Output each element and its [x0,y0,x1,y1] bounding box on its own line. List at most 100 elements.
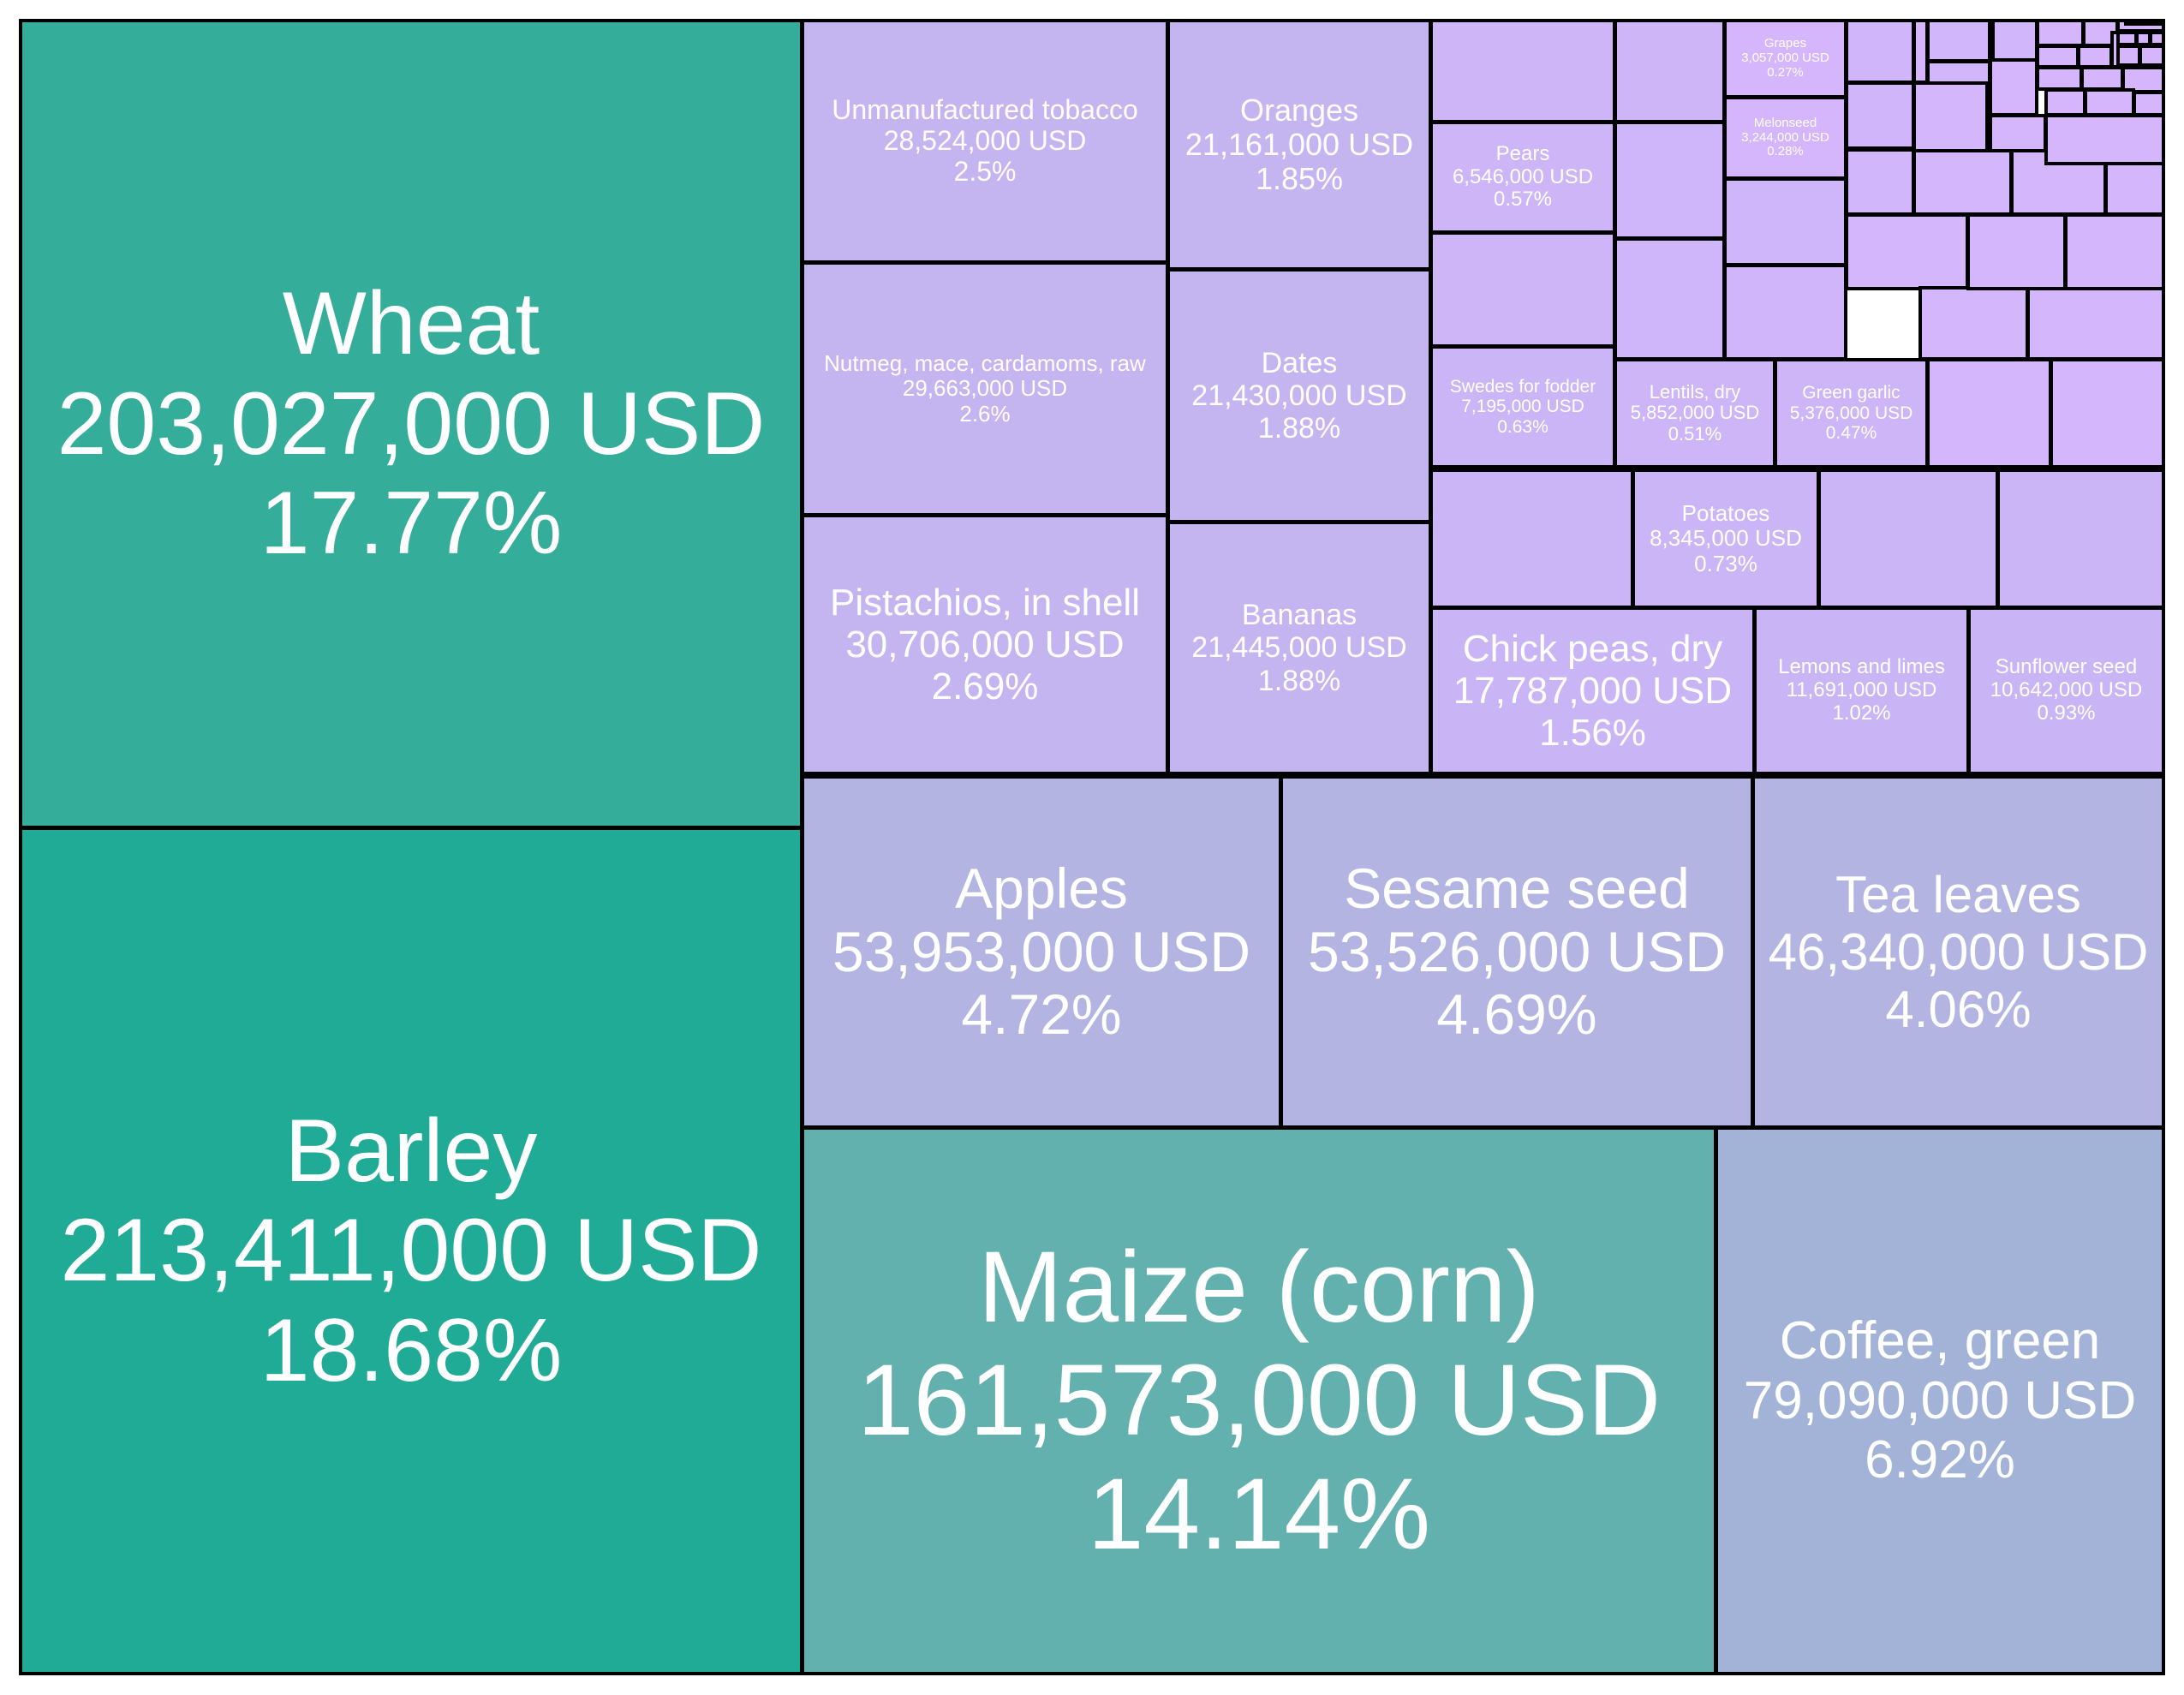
tile-percent: 4.72% [961,982,1122,1047]
tile-unlabeled [2036,45,2080,69]
tile-value: 3,057,000 USD [1741,51,1829,66]
tile-value: 53,526,000 USD [1307,919,1726,983]
tile-unlabeled [2080,66,2124,91]
tile-unlabeled [2124,19,2165,26]
tile-unlabeled [1845,19,1915,84]
tile-label: Green garlic [1802,383,1901,403]
tile-label: Pistachios, in shell [830,581,1140,624]
tile-percent: 1.88% [1257,664,1341,697]
tile-percent: 1.02% [1832,701,1891,725]
tile-unlabeled [2064,213,2165,290]
tile-value: 5,376,000 USD [1789,403,1913,423]
tile-unlabeled [1845,148,1915,216]
tile-value: 10,642,000 USD [1990,678,2143,702]
tile-percent: 0.73% [1694,550,1757,576]
tile-value: 79,090,000 USD [1743,1370,2137,1430]
tile-label: Wheat [282,274,540,374]
tile-bananas: Bananas 21,445,000 USD 1.88% [1167,521,1432,775]
tile-percent: 0.57% [1493,188,1553,212]
tile-unlabeled [1429,469,1634,609]
tile-tea-leaves: Tea leaves 46,340,000 USD 4.06% [1751,775,2165,1129]
tile-unlabeled [2036,19,2085,47]
tile-value: 53,953,000 USD [832,919,1250,983]
tile-sesame-seed: Sesame seed 53,526,000 USD 4.69% [1280,775,1754,1129]
tile-value: 213,411,000 USD [60,1201,762,1301]
tile-percent: 0.28% [1767,144,1804,159]
tile-unlabeled [1429,19,1616,123]
tile-percent: 18.68% [260,1300,563,1400]
tile-unlabeled [2077,45,2113,69]
tile-value: 203,027,000 USD [57,373,766,474]
tile-pistachios-in-shell: Pistachios, in shell 30,706,000 USD 2.69% [801,514,1169,775]
tile-value: 46,340,000 USD [1768,922,2149,981]
tile-unlabeled [1926,358,2052,469]
tile-unlabeled [1614,237,1726,361]
tile-value: 17,787,000 USD [1453,669,1733,712]
tile-value: 161,573,000 USD [856,1344,1662,1458]
tile-grapes: Grapes 3,057,000 USD 0.27% [1723,19,1847,98]
tile-unlabeled [1912,148,2013,216]
tile-label: Melonseed [1753,115,1817,130]
tile-value: 8,345,000 USD [1650,525,1802,552]
tile-label: Potatoes [1681,500,1770,527]
tile-unlabeled [2116,45,2141,67]
tile-label: Pears [1495,141,1550,165]
tile-label: Sesame seed [1344,856,1690,920]
tile-label: Unmanufactured tobacco [832,94,1138,126]
tile-unlabeled [1429,231,1616,348]
tile-wheat: Wheat 203,027,000 USD 17.77% [19,19,803,829]
tile-unlabeled [2036,66,2083,91]
tile-percent: 1.88% [1257,412,1341,445]
tile-percent: 0.63% [1497,416,1548,437]
tile-chick-peas-dry: Chick peas, dry 17,787,000 USD 1.56% [1429,606,1756,775]
tile-unlabeled [1912,19,1929,84]
tile-potatoes: Potatoes 8,345,000 USD 0.73% [1632,469,1820,609]
tile-unlabeled [2044,88,2086,116]
tile-unlabeled [1614,19,1726,123]
tile-percent: 2.6% [959,400,1011,427]
tile-unlabeled [1723,264,1847,361]
tile-label: Coffee, green [1779,1311,2101,1371]
tile-percent: 1.56% [1539,712,1646,755]
tile-label: Nutmeg, mace, cardamoms, raw [824,350,1146,377]
tile-percent: 0.93% [2037,701,2096,725]
tile-percent: 0.47% [1825,423,1877,444]
tile-value: 5,852,000 USD [1630,402,1760,424]
tile-percent: 2.5% [953,155,1017,187]
tile-maize-corn: Maize (corn) 161,573,000 USD 14.14% [801,1126,1717,1675]
tile-label: Grapes [1763,36,1807,51]
tile-barley: Barley 213,411,000 USD 18.68% [19,827,803,1675]
tile-nutmeg-mace-cardamoms-raw: Nutmeg, mace, cardamoms, raw 29,663,000 U… [801,261,1169,516]
tile-green-garlic: Green garlic 5,376,000 USD 0.47% [1774,358,1929,469]
tile-unmanufactured-tobacco: Unmanufactured tobacco 28,524,000 USD 2.5% [801,19,1169,264]
tile-percent: 17.77% [260,474,563,574]
tile-unlabeled [1989,58,2038,116]
tile-lemons-and-limes: Lemons and limes 11,691,000 USD 1.02% [1753,606,1970,775]
tile-unlabeled [2044,114,2165,165]
tile-value: 30,706,000 USD [845,623,1125,665]
tile-percent: 0.27% [1767,64,1804,80]
tile-label: Dates [1261,346,1338,379]
tile-label: Apples [955,856,1128,920]
tile-unlabeled [1723,177,1847,266]
tile-percent: 0.51% [1668,422,1722,445]
tile-value: 11,691,000 USD [1786,678,1937,702]
tile-percent: 4.06% [1885,981,2032,1039]
tile-value: 21,445,000 USD [1191,631,1407,665]
tile-unlabeled [1989,114,2047,152]
tile-swedes-for-fodder: Swedes for fodder 7,195,000 USD 0.63% [1429,345,1616,469]
tile-unlabeled [2139,45,2165,67]
tile-label: Barley [284,1101,538,1201]
tile-percent: 6.92% [1865,1430,2015,1490]
tile-value: 7,195,000 USD [1461,397,1584,417]
tile-label: Maize (corn) [978,1231,1540,1345]
tile-percent: 14.14% [1087,1457,1431,1571]
tile-value: 21,161,000 USD [1184,126,1414,162]
tile-unlabeled [1614,121,1726,240]
tile-label: Tea leaves [1835,865,2081,923]
tile-unlabeled [1845,213,1969,290]
tile-label: Lentils, dry [1649,380,1741,403]
tile-melonseed: Melonseed 3,244,000 USD 0.28% [1723,96,1847,180]
tile-pears: Pears 6,546,000 USD 0.57% [1429,121,1616,234]
